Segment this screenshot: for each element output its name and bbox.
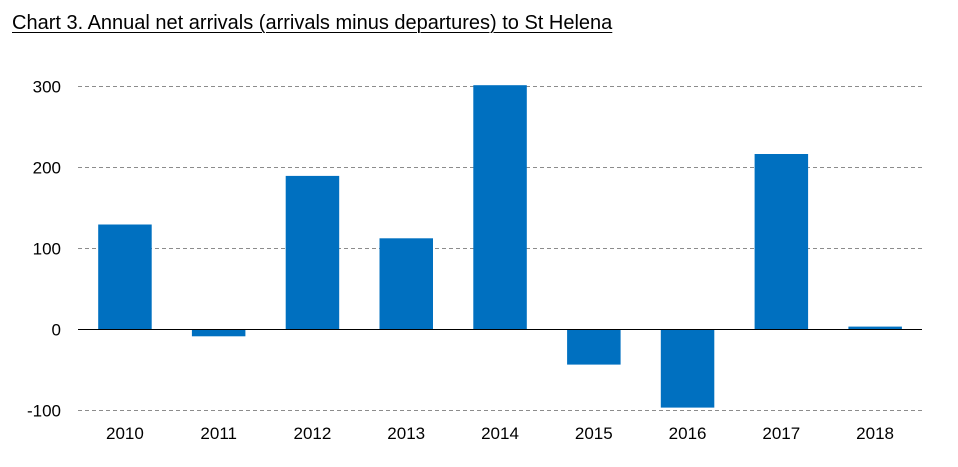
bar-2011: [191, 329, 246, 337]
x-tick-label-2015: 2015: [575, 424, 613, 443]
bar-2012: [285, 175, 340, 329]
x-tick-label-2017: 2017: [762, 424, 800, 443]
y-tick-label: -100: [27, 402, 61, 421]
bar-2014: [473, 85, 527, 329]
y-tick-labels: -100 0 100 200 300: [27, 78, 61, 421]
x-tick-labels: 2010 2011 2012 2013 2014 2015 2016 2017 2018: [106, 424, 894, 443]
y-tick-label: 300: [33, 78, 61, 97]
x-tick-label-2012: 2012: [293, 424, 331, 443]
chart-title: Chart 3. Annual net arrivals (arrivals m…: [12, 12, 613, 34]
y-tick-label: 0: [52, 321, 61, 340]
x-tick-label-2018: 2018: [856, 424, 894, 443]
bar-2018: [848, 326, 902, 329]
x-tick-label-2014: 2014: [481, 424, 519, 443]
x-tick-label-2011: 2011: [200, 424, 237, 443]
x-tick-label-2016: 2016: [669, 424, 707, 443]
bar-2016: [660, 329, 715, 408]
x-tick-label-2013: 2013: [387, 424, 425, 443]
bar-2013: [379, 238, 433, 329]
y-tick-label: 200: [33, 159, 61, 178]
bars: [98, 85, 902, 408]
bar-2015: [567, 329, 621, 365]
y-tick-label: 100: [33, 240, 61, 259]
bar-2010: [98, 224, 152, 329]
bar-2017: [754, 154, 809, 329]
x-tick-label-2010: 2010: [106, 424, 144, 443]
